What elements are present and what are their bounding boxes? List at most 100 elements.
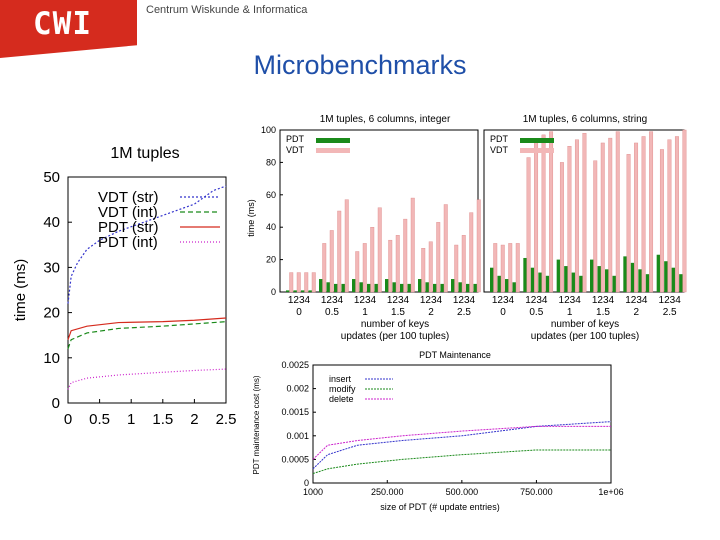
- bar-pdt: [374, 283, 378, 292]
- bar-vdt: [469, 212, 474, 293]
- plot-frame: [67, 176, 227, 404]
- bar-pdt: [505, 279, 509, 292]
- bar-pdt: [564, 266, 568, 292]
- bar-pdt: [612, 275, 616, 292]
- bar-pdt: [352, 279, 356, 292]
- bar-vdt: [493, 243, 498, 293]
- key-tick-label: 1234: [525, 295, 548, 306]
- bar-vdt: [311, 272, 316, 293]
- series-line: [67, 317, 227, 340]
- x-category-label: 0: [296, 307, 302, 318]
- x-axis-label: size of PDT (# update entries): [380, 502, 499, 512]
- y-tick-label: 0: [304, 478, 309, 488]
- bar-vdt: [322, 243, 327, 293]
- series-line: [312, 421, 612, 470]
- x-tick-label: 500.000: [446, 487, 479, 497]
- bar-pdt: [301, 290, 305, 292]
- y-tick-label: 80: [266, 157, 276, 167]
- key-tick-label: 1234: [321, 295, 344, 306]
- page-title: Microbenchmarks: [253, 50, 467, 80]
- key-tick-label: 1234: [592, 295, 615, 306]
- y-tick-label: 0.0005: [281, 454, 309, 464]
- y-tick-label: 10: [43, 350, 60, 367]
- series-line: [67, 321, 227, 349]
- bar-vdt: [500, 244, 505, 293]
- bar-vdt: [682, 129, 687, 293]
- chart-1m-tuples: 1M tuples time (ms) 0 10 20 30 40 50 0 0.5 1 1.5 2…: [12, 145, 237, 428]
- bar-pdt: [664, 261, 668, 292]
- legend-label: PDT: [490, 134, 509, 144]
- x-tick-label: 1e+06: [598, 487, 623, 497]
- bar-pdt: [473, 283, 477, 292]
- chart-title: 1M tuples, 6 columns, integer: [320, 114, 451, 125]
- y-axis-label: PDT maintenance cost (ms): [252, 375, 261, 474]
- y-tick-label: 100: [261, 125, 276, 135]
- bar-vdt: [403, 218, 408, 293]
- legend-label: VDT (str): [98, 189, 159, 206]
- bar-vdt: [461, 235, 466, 293]
- bar-vdt: [388, 239, 393, 293]
- bar-pdt: [286, 290, 290, 292]
- bar-pdt: [605, 269, 609, 292]
- y-tick-label: 20: [266, 255, 276, 265]
- y-tick-label: 0.002: [286, 384, 309, 394]
- bar-pdt: [597, 266, 601, 292]
- x-tick-label: 2: [190, 411, 198, 428]
- bar-pdt: [579, 275, 583, 292]
- chart-string-bars: 1M tuples, 6 columns, string number of k…: [483, 114, 687, 342]
- legend-label: delete: [329, 394, 354, 404]
- key-tick-label: 1234: [625, 295, 648, 306]
- bar-pdt: [630, 262, 635, 292]
- legend-label: VDT: [490, 145, 509, 155]
- bar-vdt: [377, 207, 382, 293]
- bar-vdt: [593, 160, 598, 293]
- key-tick-label: 1234: [559, 295, 582, 306]
- bar-vdt: [362, 243, 367, 293]
- bar-vdt: [329, 230, 334, 293]
- bar-vdt: [600, 142, 605, 293]
- bar-pdt: [334, 283, 338, 292]
- bar-vdt: [421, 248, 426, 293]
- bar-pdt: [433, 283, 437, 292]
- y-tick-label: 50: [43, 169, 60, 186]
- logo-text: CWI: [33, 6, 92, 42]
- key-tick-label: 1234: [288, 295, 311, 306]
- bar-vdt: [574, 139, 579, 293]
- bar-vdt: [626, 154, 631, 293]
- bar-pdt: [440, 283, 444, 292]
- key-tick-label: 1234: [659, 295, 682, 306]
- bar-pdt: [656, 254, 661, 292]
- x-axis-label-2: updates (per 100 tuples): [341, 331, 449, 342]
- bar-vdt: [304, 272, 309, 293]
- y-tick-label: 0: [52, 395, 60, 412]
- chart-title: 1M tuples, 6 columns, string: [523, 114, 648, 125]
- bar-pdt: [407, 283, 411, 292]
- x-tick-label: 2.5: [216, 411, 237, 428]
- bar-vdt: [549, 131, 554, 293]
- bar-pdt: [638, 269, 642, 292]
- y-tick-label: 30: [43, 259, 60, 276]
- legend-label: insert: [329, 374, 352, 384]
- x-tick-label: 250.000: [371, 487, 404, 497]
- bar-vdt: [410, 197, 415, 293]
- x-axis-label: number of keys: [361, 319, 429, 330]
- bar-vdt: [567, 146, 572, 293]
- x-axis-label-2: updates (per 100 tuples): [531, 331, 639, 342]
- bar-vdt: [289, 272, 294, 293]
- bar-vdt: [641, 136, 646, 293]
- legend-swatch: [520, 148, 554, 153]
- bar-pdt: [590, 259, 594, 292]
- bar-vdt: [608, 137, 613, 293]
- x-category-label: 1: [362, 307, 368, 318]
- x-category-label: 2.5: [663, 307, 677, 318]
- bar-vdt: [659, 149, 664, 293]
- bar-vdt: [436, 222, 441, 293]
- series-line: [312, 449, 611, 475]
- legend-label: VDT (int): [98, 204, 158, 221]
- x-category-label: 0: [500, 307, 506, 318]
- bar-pdt: [512, 282, 516, 292]
- bar-vdt: [454, 244, 459, 293]
- bar-vdt: [526, 157, 531, 293]
- chart-pdt-maintenance: PDT Maintenance PDT maintenance cost (ms…: [252, 350, 624, 512]
- bar-pdt: [400, 283, 404, 292]
